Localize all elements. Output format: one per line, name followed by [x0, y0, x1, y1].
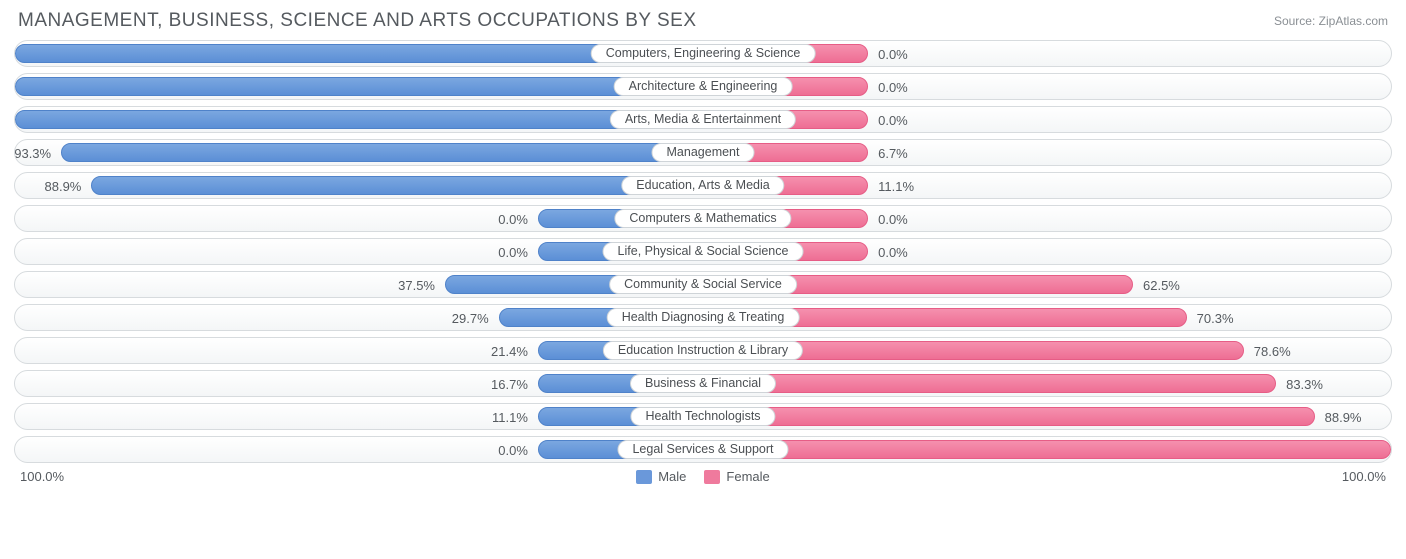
- chart-row: 100.0%0.0%Arts, Media & Entertainment: [14, 106, 1392, 133]
- bar-female: [703, 440, 1391, 459]
- chart-row: 88.9% 11.1% Education, Arts & Media: [14, 172, 1392, 199]
- category-pill: Education, Arts & Media: [621, 176, 784, 195]
- value-label-female: 0.0%: [878, 239, 908, 265]
- chart-axis: 100.0% Male Female 100.0%: [14, 463, 1392, 484]
- chart-rows-container: 100.0%0.0%Computers, Engineering & Scien…: [14, 40, 1392, 463]
- chart-row: 0.0%100.0%Legal Services & Support: [14, 436, 1392, 463]
- value-label-female: 78.6%: [1254, 338, 1291, 364]
- chart-row: 29.7% 70.3% Health Diagnosing & Treating: [14, 304, 1392, 331]
- bar-female: [703, 407, 1315, 426]
- value-label-male: 93.3%: [14, 140, 51, 166]
- category-pill: Management: [652, 143, 755, 162]
- chart-header: MANAGEMENT, BUSINESS, SCIENCE AND ARTS O…: [14, 10, 1392, 40]
- value-label-female: 62.5%: [1143, 272, 1180, 298]
- chart-source: Source: ZipAtlas.com: [1274, 14, 1388, 28]
- value-label-female: 11.1%: [878, 173, 914, 199]
- value-label-female: 6.7%: [878, 140, 908, 166]
- value-label-female: 0.0%: [878, 107, 908, 133]
- value-label-male: 21.4%: [491, 338, 528, 364]
- chart-row: 21.4% 78.6% Education Instruction & Librar…: [14, 337, 1392, 364]
- category-pill: Architecture & Engineering: [614, 77, 793, 96]
- value-label-female: 0.0%: [878, 41, 908, 67]
- value-label-female: 70.3%: [1197, 305, 1234, 331]
- chart-row: 100.0%0.0%Architecture & Engineering: [14, 73, 1392, 100]
- value-label-male: 0.0%: [498, 206, 528, 232]
- chart-row: 37.5% 62.5% Community & Social Service: [14, 271, 1392, 298]
- category-pill: Arts, Media & Entertainment: [610, 110, 796, 129]
- value-label-male: 11.1%: [492, 404, 528, 430]
- value-label-male: 29.7%: [452, 305, 489, 331]
- value-label-male: 0.0%: [498, 437, 528, 463]
- category-pill: Computers, Engineering & Science: [591, 44, 816, 63]
- chart-row: 100.0%0.0%Computers, Engineering & Scien…: [14, 40, 1392, 67]
- axis-left-label: 100.0%: [20, 469, 64, 484]
- category-pill: Life, Physical & Social Science: [603, 242, 804, 261]
- chart-title: MANAGEMENT, BUSINESS, SCIENCE AND ARTS O…: [18, 10, 697, 32]
- value-label-female: 88.9%: [1325, 404, 1362, 430]
- category-pill: Business & Financial: [630, 374, 776, 393]
- category-pill: Computers & Mathematics: [614, 209, 791, 228]
- legend-label-female: Female: [726, 469, 769, 484]
- category-pill: Health Technologists: [630, 407, 775, 426]
- legend-item-male: Male: [636, 469, 686, 484]
- value-label-male: 16.7%: [491, 371, 528, 397]
- chart-row: 93.3% 6.7% Management: [14, 139, 1392, 166]
- bar-female: [703, 374, 1276, 393]
- chart-row: 0.0% 0.0% Computers & Mathematics: [14, 205, 1392, 232]
- bar-male: [15, 77, 703, 96]
- bar-male: [15, 110, 703, 129]
- value-label-female: 83.3%: [1286, 371, 1323, 397]
- bar-male: [61, 143, 703, 162]
- value-label-male: 37.5%: [398, 272, 435, 298]
- legend-swatch-female: [704, 470, 720, 484]
- value-label-male: 0.0%: [498, 239, 528, 265]
- legend-swatch-male: [636, 470, 652, 484]
- category-pill: Education Instruction & Library: [603, 341, 803, 360]
- value-label-male: 88.9%: [45, 173, 82, 199]
- category-pill: Health Diagnosing & Treating: [607, 308, 800, 327]
- axis-right-label: 100.0%: [1342, 469, 1386, 484]
- legend-label-male: Male: [658, 469, 686, 484]
- value-label-female: 0.0%: [878, 74, 908, 100]
- chart-legend: Male Female: [636, 469, 770, 484]
- chart-row: 0.0% 0.0% Life, Physical & Social Science: [14, 238, 1392, 265]
- chart-row: 16.7% 83.3% Business & Financial: [14, 370, 1392, 397]
- chart-row: 11.1% 88.9% Health Technologists: [14, 403, 1392, 430]
- category-pill: Legal Services & Support: [617, 440, 788, 459]
- value-label-female: 0.0%: [878, 206, 908, 232]
- bar-male: [91, 176, 703, 195]
- category-pill: Community & Social Service: [609, 275, 797, 294]
- legend-item-female: Female: [704, 469, 769, 484]
